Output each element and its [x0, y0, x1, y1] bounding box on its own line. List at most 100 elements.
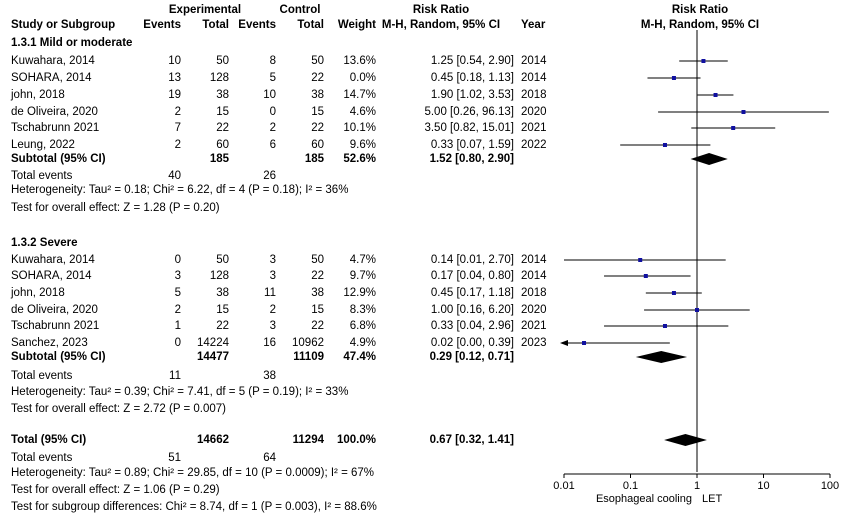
total-control: 60 — [311, 139, 324, 151]
subgroup-title: 1.3.1 Mild or moderate — [11, 37, 133, 49]
events-control: 3 — [269, 270, 276, 282]
study-year: 2021 — [521, 122, 547, 134]
total-weight: 100.0% — [336, 434, 376, 446]
total-experimental: 50 — [216, 55, 229, 67]
events-control: 11 — [264, 287, 276, 299]
study-risk-ratio: 0.14 [0.01, 2.70] — [430, 254, 514, 266]
events-experimental: 5 — [174, 287, 181, 299]
events-control: 5 — [269, 72, 276, 84]
total-experimental: 38 — [216, 89, 229, 101]
events-experimental: 2 — [174, 139, 181, 151]
events-experimental: 19 — [168, 89, 181, 101]
total-risk-ratio: 0.67 [0.32, 1.41] — [429, 434, 514, 446]
study-marker — [713, 93, 718, 97]
study-weight: 10.1% — [343, 122, 376, 134]
total-experimental: 15 — [216, 106, 229, 118]
total-control: 22 — [311, 320, 324, 332]
total-experimental: 14224 — [197, 337, 229, 349]
study-year: 2022 — [521, 139, 547, 151]
total-control: 22 — [311, 270, 324, 282]
study-year: 2021 — [521, 320, 547, 332]
subtotal-total-control: 11109 — [293, 351, 324, 363]
total-control: 38 — [311, 287, 324, 299]
events-experimental: 7 — [174, 122, 181, 134]
events-control: 2 — [269, 122, 276, 134]
overall-effect-text: Test for overall effect: Z = 2.72 (P = 0… — [11, 403, 226, 415]
study-weight: 8.3% — [349, 304, 376, 316]
study-year: 2020 — [521, 304, 547, 316]
header-risk-ratio: Risk Ratio — [412, 4, 470, 16]
study-weight: 4.9% — [349, 337, 376, 349]
study-name: de Oliveira, 2020 — [11, 106, 98, 118]
events-control: 0 — [269, 106, 276, 118]
total-control: 22 — [311, 72, 324, 84]
study-risk-ratio: 0.45 [0.18, 1.13] — [430, 72, 514, 84]
total-control: 38 — [311, 89, 324, 101]
heterogeneity-text: Heterogeneity: Tau² = 0.39; Chi² = 7.41,… — [11, 386, 349, 398]
total-control: 22 — [311, 122, 324, 134]
total-experimental-all: 14662 — [197, 434, 229, 446]
total-experimental: 128 — [209, 72, 229, 84]
study-name: Tschabrunn 2021 — [11, 122, 100, 134]
total-control: 50 — [311, 55, 324, 67]
overall-effect-text: Test for overall effect: Z = 1.28 (P = 0… — [11, 202, 220, 214]
x-tick-label: 0.01 — [553, 480, 574, 492]
header-control: Control — [279, 4, 321, 16]
events-experimental: 13 — [168, 72, 181, 84]
events-experimental: 2 — [174, 106, 181, 118]
events-control: 8 — [269, 55, 276, 67]
study-name: Kuwahara, 2014 — [11, 254, 95, 266]
events-experimental: 3 — [174, 270, 181, 282]
study-weight: 9.7% — [349, 270, 376, 282]
total-events-control: 26 — [263, 170, 276, 182]
study-year: 2014 — [521, 72, 547, 84]
study-risk-ratio: 0.33 [0.04, 2.96] — [430, 320, 514, 332]
header-events-control: Events — [238, 19, 276, 31]
study-weight: 14.7% — [343, 89, 376, 101]
study-weight: 13.6% — [343, 55, 376, 67]
header-total-control: Total — [297, 19, 324, 31]
study-marker — [671, 291, 676, 295]
study-risk-ratio: 0.17 [0.04, 0.80] — [430, 270, 514, 282]
study-year: 2018 — [521, 89, 547, 101]
subtotal-label: Subtotal (95% CI) — [11, 351, 106, 363]
events-control: 10 — [263, 89, 276, 101]
events-control: 2 — [269, 304, 276, 316]
total-experimental: 38 — [216, 287, 229, 299]
header-method: M-H, Random, 95% CI — [381, 19, 501, 31]
events-experimental: 2 — [174, 304, 181, 316]
study-risk-ratio: 1.00 [0.16, 6.20] — [430, 304, 514, 316]
events-experimental: 0 — [174, 254, 181, 266]
study-name: Kuwahara, 2014 — [11, 55, 95, 67]
total-experimental: 50 — [216, 254, 229, 266]
study-risk-ratio: 5.00 [0.26, 96.13] — [424, 106, 514, 118]
study-name: john, 2018 — [11, 287, 65, 299]
heterogeneity-text: Heterogeneity: Tau² = 0.18; Chi² = 6.22,… — [11, 184, 349, 196]
header-study: Study or Subgroup — [11, 19, 116, 31]
header-method-plot: M-H, Random, 95% CI — [640, 19, 760, 31]
total-events-control: 38 — [263, 370, 276, 382]
subtotal-weight: 47.4% — [343, 351, 376, 363]
header-risk-ratio-plot: Risk Ratio — [671, 4, 729, 16]
total-events-experimental: 11 — [169, 370, 181, 382]
header-weight: Weight — [337, 19, 376, 31]
study-marker — [638, 258, 643, 262]
study-weight: 0.0% — [349, 72, 376, 84]
events-control: 3 — [269, 254, 276, 266]
study-year: 2014 — [521, 254, 547, 266]
subgroup-title: 1.3.2 Severe — [11, 237, 78, 249]
events-experimental: 1 — [174, 320, 181, 332]
subtotal-total-experimental: 14477 — [197, 351, 229, 363]
total-experimental: 22 — [216, 122, 229, 134]
total-label: Total (95% CI) — [11, 434, 87, 446]
x-tick-label: 1 — [694, 480, 700, 492]
study-marker — [582, 341, 587, 345]
study-marker — [662, 324, 667, 328]
subtotal-diamond — [635, 351, 688, 363]
study-risk-ratio: 0.45 [0.17, 1.18] — [430, 287, 514, 299]
study-year: 2020 — [521, 106, 547, 118]
events-experimental: 10 — [168, 55, 181, 67]
total-events-label: Total events — [11, 170, 73, 182]
header-total-experimental: Total — [202, 19, 229, 31]
total-experimental: 15 — [216, 304, 229, 316]
